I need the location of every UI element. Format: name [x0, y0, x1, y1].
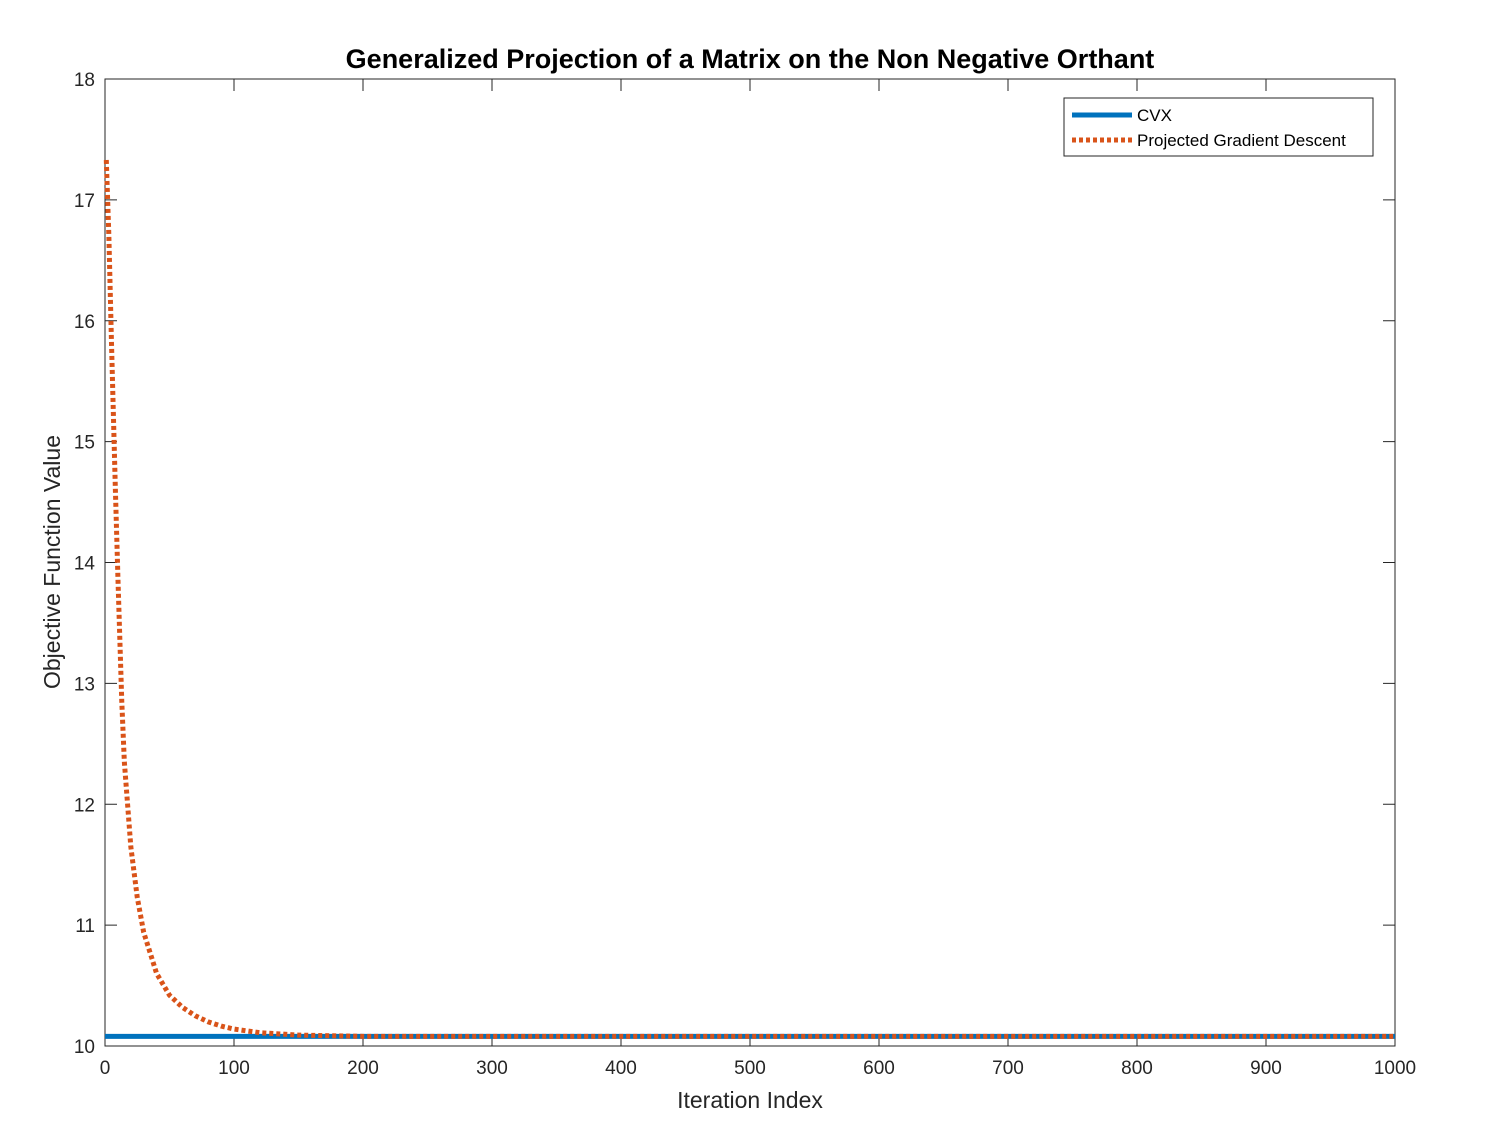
- chart-title: Generalized Projection of a Matrix on th…: [346, 44, 1155, 74]
- y-tick-label: 14: [74, 554, 96, 575]
- legend-label-cvx: CVX: [1137, 106, 1172, 125]
- x-tick-label: 200: [347, 1058, 379, 1079]
- x-tick-label: 800: [1121, 1058, 1153, 1079]
- y-tick-label: 11: [75, 916, 95, 937]
- x-tick-label: 400: [605, 1058, 637, 1079]
- y-tick-label: 17: [74, 191, 95, 212]
- x-tick-label: 500: [734, 1058, 766, 1079]
- x-tick-label: 600: [863, 1058, 895, 1079]
- series-line-projected-gradient-descent: [103, 159, 1395, 1039]
- legend: CVX Projected Gradient Descent: [1063, 97, 1374, 157]
- series-layer: [103, 159, 1395, 1039]
- x-tick-label: 300: [476, 1058, 508, 1079]
- y-tick-label: 15: [74, 433, 95, 454]
- legend-box: [1063, 97, 1374, 157]
- y-tick-label: 10: [74, 1037, 95, 1058]
- x-tick-label: 1000: [1374, 1058, 1416, 1079]
- y-tick-label: 12: [74, 795, 95, 816]
- plot-area: [104, 78, 1396, 1047]
- y-tick-label: 13: [74, 674, 95, 695]
- x-tick-label: 0: [100, 1058, 111, 1079]
- y-tick-label: 18: [74, 70, 95, 91]
- x-axis-label: Iteration Index: [677, 1087, 823, 1113]
- y-axis-label: Objective Function Value: [39, 435, 65, 689]
- y-tick-label: 16: [74, 312, 95, 333]
- x-tick-label: 700: [992, 1058, 1024, 1079]
- axis-ticks: 0 100 200 300 400 500 600 700 800 900 1000 10 11 12 13…: [74, 70, 1416, 1079]
- x-tick-label: 900: [1250, 1058, 1282, 1079]
- legend-label-pgd: Projected Gradient Descent: [1137, 131, 1346, 150]
- x-tick-label: 100: [218, 1058, 250, 1079]
